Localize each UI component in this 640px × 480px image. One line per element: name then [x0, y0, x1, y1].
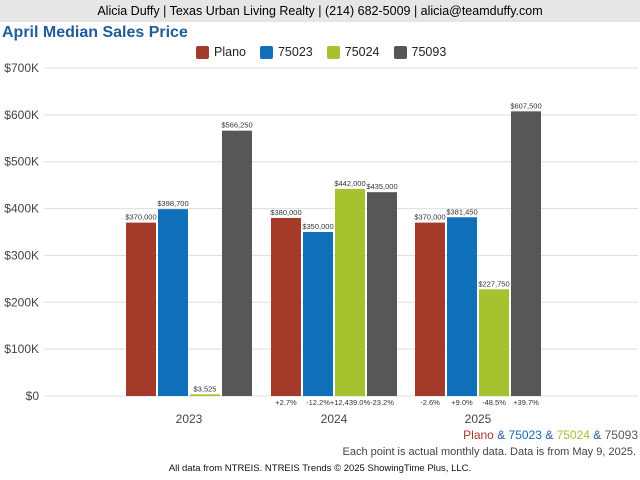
- bar-75024-2023: [190, 394, 220, 396]
- footer-sep: &: [589, 428, 605, 442]
- change-label: -2.6%: [420, 398, 440, 407]
- legend-swatch-75024: [326, 45, 340, 59]
- y-tick-label: $0: [26, 389, 40, 403]
- y-tick-label: $700K: [4, 61, 39, 75]
- bar-75093-2023: [222, 130, 252, 396]
- legend-item-75024[interactable]: 75024: [326, 45, 380, 59]
- data-label: $381,450: [446, 207, 477, 216]
- bar-75023-2025: [447, 217, 477, 396]
- data-label: $370,000: [414, 213, 445, 222]
- chart-legend: Plano 75023 75024 75093: [196, 45, 460, 59]
- legend-swatch-plano: [196, 45, 209, 59]
- change-label: -48.5%: [482, 398, 506, 407]
- y-tick-label: $600K: [4, 108, 39, 122]
- data-label: $3,525: [194, 384, 217, 393]
- footer-series-75024: 75024: [556, 428, 590, 442]
- legend-label-plano: Plano: [214, 45, 246, 59]
- data-label: $566,250: [221, 121, 252, 130]
- footer-series-75093: 75093: [604, 428, 638, 442]
- change-label: +39.7%: [513, 398, 539, 407]
- data-label: $227,750: [478, 279, 509, 288]
- bar-75024-2025: [479, 289, 509, 396]
- legend-label-75093: 75093: [411, 45, 447, 59]
- bar-75024-2024: [335, 188, 365, 396]
- x-tick-label: 2024: [321, 412, 348, 426]
- bar-plano-2024: [271, 217, 301, 396]
- data-label: $435,000: [366, 182, 397, 191]
- legend-label-75024: 75024: [344, 45, 380, 59]
- legend-item-75023[interactable]: 75023: [259, 45, 313, 59]
- y-tick-label: $200K: [4, 295, 39, 309]
- data-label: $380,000: [270, 208, 301, 217]
- bar-plano-2023: [126, 222, 156, 396]
- bar-75023-2023: [158, 209, 188, 396]
- data-label: $350,000: [302, 222, 333, 231]
- legend-item-75093[interactable]: 75093: [393, 45, 447, 59]
- data-note: Each point is actual monthly data. Data …: [342, 446, 636, 458]
- legend-swatch-75023: [259, 45, 273, 59]
- footer-sep: &: [541, 428, 557, 442]
- y-tick-label: $100K: [4, 342, 39, 356]
- footer-series-line: Plano & 75023 & 75024 & 75093: [463, 428, 638, 442]
- data-label: $398,700: [157, 199, 188, 208]
- legend-swatch-75093: [393, 45, 407, 59]
- legend-item-plano[interactable]: Plano: [196, 45, 246, 59]
- change-label: +12,439.0%: [330, 398, 371, 407]
- contact-text: Alicia Duffy | Texas Urban Living Realty…: [97, 4, 543, 18]
- bar-plano-2025: [415, 222, 445, 396]
- x-tick-label: 2025: [465, 412, 492, 426]
- bar-75093-2025: [511, 111, 541, 396]
- legend-label-75023: 75023: [277, 45, 313, 59]
- change-label: +2.7%: [275, 398, 297, 407]
- data-source: All data from NTREIS. NTREIS Trends © 20…: [168, 463, 472, 474]
- data-label: $442,000: [334, 179, 365, 188]
- change-label: -23.2%: [370, 398, 394, 407]
- contact-banner: Alicia Duffy | Texas Urban Living Realty…: [0, 0, 640, 22]
- data-label: $370,000: [125, 213, 156, 222]
- footer-series-plano: Plano: [463, 428, 494, 442]
- y-tick-label: $500K: [4, 155, 39, 169]
- y-tick-label: $300K: [4, 248, 39, 262]
- bar-75023-2024: [303, 232, 333, 396]
- data-label: $607,500: [510, 101, 541, 110]
- x-tick-label: 2023: [176, 412, 203, 426]
- chart-title: April Median Sales Price: [2, 24, 188, 41]
- footer-series-75023: 75023: [508, 428, 542, 442]
- footer-sep: &: [493, 428, 509, 442]
- y-tick-label: $400K: [4, 202, 39, 216]
- change-label: +9.0%: [451, 398, 473, 407]
- change-label: -12.2%: [306, 398, 330, 407]
- bar-75093-2024: [367, 192, 397, 396]
